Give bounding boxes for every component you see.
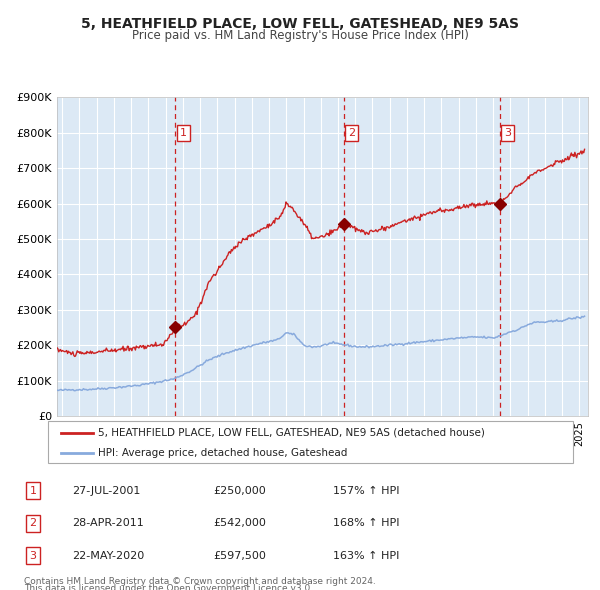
Text: 5, HEATHFIELD PLACE, LOW FELL, GATESHEAD, NE9 5AS (detached house): 5, HEATHFIELD PLACE, LOW FELL, GATESHEAD… [98, 428, 485, 438]
FancyBboxPatch shape [48, 421, 573, 463]
Text: 1: 1 [180, 128, 187, 137]
Text: 3: 3 [504, 128, 511, 137]
Text: Price paid vs. HM Land Registry's House Price Index (HPI): Price paid vs. HM Land Registry's House … [131, 30, 469, 42]
Text: 2: 2 [348, 128, 355, 137]
Text: 163% ↑ HPI: 163% ↑ HPI [333, 551, 400, 560]
Text: This data is licensed under the Open Government Licence v3.0.: This data is licensed under the Open Gov… [24, 584, 313, 590]
Text: £250,000: £250,000 [213, 486, 266, 496]
Text: 5, HEATHFIELD PLACE, LOW FELL, GATESHEAD, NE9 5AS: 5, HEATHFIELD PLACE, LOW FELL, GATESHEAD… [81, 17, 519, 31]
Text: Contains HM Land Registry data © Crown copyright and database right 2024.: Contains HM Land Registry data © Crown c… [24, 577, 376, 586]
Text: 2: 2 [29, 519, 37, 528]
Text: 168% ↑ HPI: 168% ↑ HPI [333, 519, 400, 528]
Text: HPI: Average price, detached house, Gateshead: HPI: Average price, detached house, Gate… [98, 448, 347, 457]
Text: 28-APR-2011: 28-APR-2011 [72, 519, 144, 528]
Text: 157% ↑ HPI: 157% ↑ HPI [333, 486, 400, 496]
Text: 1: 1 [29, 486, 37, 496]
Text: 3: 3 [29, 551, 37, 560]
Text: £597,500: £597,500 [213, 551, 266, 560]
Text: £542,000: £542,000 [213, 519, 266, 528]
Text: 27-JUL-2001: 27-JUL-2001 [72, 486, 140, 496]
Text: 22-MAY-2020: 22-MAY-2020 [72, 551, 144, 560]
